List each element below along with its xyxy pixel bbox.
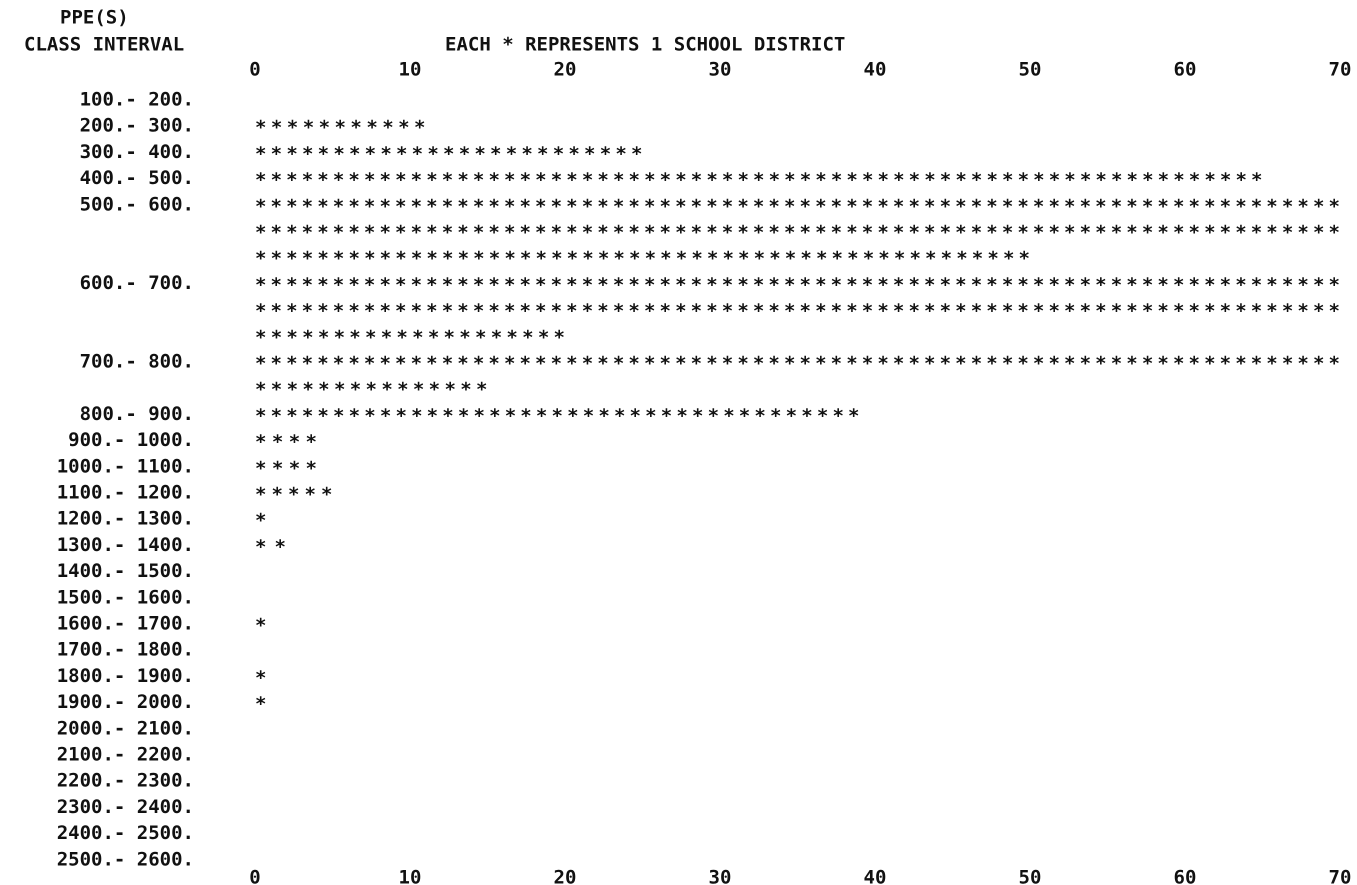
x-tick-label: 0 xyxy=(249,867,260,885)
y-tick-label: 1200.- 1300. xyxy=(57,508,194,530)
x-tick-label: 20 xyxy=(554,867,577,885)
x-tick-label: 40 xyxy=(864,867,887,885)
y-tick-label: 1400.- 1500. xyxy=(57,560,194,582)
x-tick-label: 70 xyxy=(1329,867,1352,885)
category-header: CLASS INTERVAL xyxy=(24,34,184,56)
y-tick-label: 2000.- 2100. xyxy=(57,717,194,739)
bar: ****************************************… xyxy=(255,300,1340,322)
y-tick-label: 1900.- 2000. xyxy=(57,691,194,713)
bar: **** xyxy=(255,431,317,453)
y-tick-label: 2500.- 2600. xyxy=(57,848,194,870)
x-tick-label: 10 xyxy=(399,59,422,81)
bar: ******************** xyxy=(255,326,565,348)
bar: ************************* xyxy=(255,143,643,165)
y-tick-label: 300.- 400. xyxy=(80,141,194,163)
x-tick-label: 60 xyxy=(1174,59,1197,81)
x-tick-label: 70 xyxy=(1329,59,1352,81)
x-tick-label: 30 xyxy=(709,59,732,81)
y-tick-label: 1700.- 1800. xyxy=(57,639,194,661)
x-tick-label: 60 xyxy=(1174,867,1197,885)
y-tick-label: 500.- 600. xyxy=(80,193,194,215)
bar: ** xyxy=(255,536,286,558)
y-tick-label: 2400.- 2500. xyxy=(57,822,194,844)
y-tick-label: 700.- 800. xyxy=(80,351,194,373)
y-tick-label: 2100.- 2200. xyxy=(57,744,194,766)
bar: **** xyxy=(255,457,317,479)
y-tick-label: 1600.- 1700. xyxy=(57,613,194,635)
y-tick-label: 1300.- 1400. xyxy=(57,534,194,556)
bar: *************************************** xyxy=(255,405,860,427)
bar: ****************************************… xyxy=(255,274,1340,296)
chart-title: EACH * REPRESENTS 1 SCHOOL DISTRICT xyxy=(445,34,845,56)
y-tick-label: 1500.- 1600. xyxy=(57,586,194,608)
x-tick-label: 0 xyxy=(249,59,260,81)
y-tick-label: 100.- 200. xyxy=(80,89,194,111)
y-tick-label: 1800.- 1900. xyxy=(57,665,194,687)
value-header: PPE(S) xyxy=(60,7,129,29)
y-tick-label: 1100.- 1200. xyxy=(57,482,194,504)
x-tick-label: 30 xyxy=(709,867,732,885)
bar: ****************************************… xyxy=(255,353,1340,375)
bar: ****************************************… xyxy=(255,222,1340,244)
x-tick-label: 10 xyxy=(399,867,422,885)
x-tick-label: 40 xyxy=(864,59,887,81)
bar: *********** xyxy=(255,117,426,139)
y-tick-label: 400.- 500. xyxy=(80,167,194,189)
bar: ****************************************… xyxy=(255,248,1030,270)
bar: ****************************************… xyxy=(255,169,1263,191)
y-tick-label: 900.- 1000. xyxy=(68,429,194,451)
bar: * xyxy=(255,510,266,532)
bar: * xyxy=(255,615,266,637)
bar: * xyxy=(255,693,266,715)
y-tick-label: 600.- 700. xyxy=(80,272,194,294)
bar: ****************************************… xyxy=(255,195,1340,217)
bar: ***** xyxy=(255,484,333,506)
y-tick-label: 2200.- 2300. xyxy=(57,770,194,792)
bar: *************** xyxy=(255,379,488,401)
x-tick-label: 50 xyxy=(1019,867,1042,885)
y-tick-label: 200.- 300. xyxy=(80,115,194,137)
x-tick-label: 50 xyxy=(1019,59,1042,81)
bar: * xyxy=(255,667,266,689)
x-tick-label: 20 xyxy=(554,59,577,81)
y-tick-label: 800.- 900. xyxy=(80,403,194,425)
y-tick-label: 1000.- 1100. xyxy=(57,455,194,477)
y-tick-label: 2300.- 2400. xyxy=(57,796,194,818)
